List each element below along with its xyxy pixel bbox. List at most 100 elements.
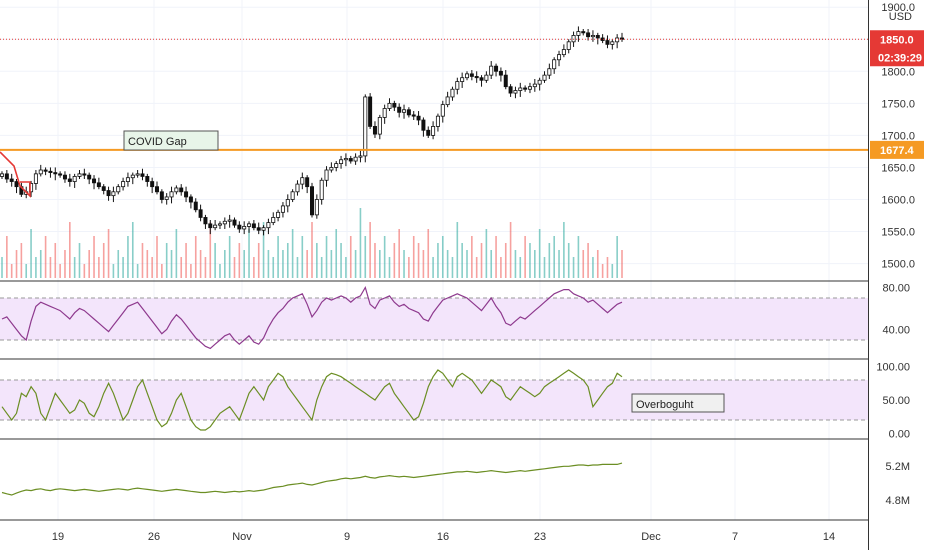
volume-bar xyxy=(437,243,439,278)
volume-bar xyxy=(534,250,536,278)
volume-bar xyxy=(383,236,386,278)
candle-body xyxy=(188,196,193,203)
candle-body xyxy=(334,163,339,168)
volume-bar xyxy=(441,236,444,278)
candle-body xyxy=(421,119,426,131)
volume-bar xyxy=(621,250,623,278)
obv-line xyxy=(1,462,623,496)
volume-bar xyxy=(480,243,483,278)
candle-body xyxy=(164,196,169,200)
candle-body xyxy=(82,173,87,176)
volume-bar xyxy=(30,229,32,278)
candle-body xyxy=(159,191,164,200)
volume-bar xyxy=(219,264,221,278)
candle-body xyxy=(106,190,111,197)
overbought-label: Overboguht xyxy=(636,399,693,411)
candle-body xyxy=(53,172,58,175)
volume-bar xyxy=(412,236,415,278)
volume-bar xyxy=(461,243,463,278)
volume-bar xyxy=(10,264,13,278)
level-price-tag[interactable]: 1677.4 xyxy=(870,140,924,159)
overbought-annotation[interactable]: Overboguht xyxy=(631,393,725,413)
candle-body xyxy=(4,173,9,180)
candle-body xyxy=(469,73,474,77)
volume-bar xyxy=(35,257,37,278)
volume-bar xyxy=(509,222,512,278)
candle-body xyxy=(542,74,547,81)
candle-body xyxy=(571,35,576,43)
volume-bar xyxy=(156,236,158,278)
candle-body xyxy=(203,217,208,225)
time-tick-label: 23 xyxy=(534,531,546,543)
candle-body xyxy=(339,159,344,164)
price-tick-label: 1600.0 xyxy=(881,194,915,206)
candle-body xyxy=(62,174,67,180)
volume-bar xyxy=(490,250,493,278)
candle-body xyxy=(67,178,72,182)
obv-tick-label: 4.8M xyxy=(886,495,910,507)
volume-bar xyxy=(596,250,599,278)
last-price-label: 1850.0 xyxy=(880,34,914,46)
volume-bar xyxy=(170,250,173,278)
volume-bar xyxy=(117,250,120,278)
candle-body xyxy=(213,224,218,229)
candle-body xyxy=(426,129,431,136)
candle-body xyxy=(464,73,469,79)
panel-separators xyxy=(0,280,868,521)
volume-bar xyxy=(587,243,589,278)
volume-bar xyxy=(296,257,299,278)
level-tag-label: 1677.4 xyxy=(880,145,915,157)
volume-bar xyxy=(616,236,618,278)
candle-body xyxy=(319,179,324,200)
candle-body xyxy=(329,167,334,171)
candle-body xyxy=(217,223,222,226)
volume-bar xyxy=(69,222,71,278)
volume-bar xyxy=(306,250,308,278)
covid-gap-annotation[interactable]: COVID Gap xyxy=(123,130,219,151)
volume-bar xyxy=(524,236,526,278)
currency-label: USD xyxy=(889,11,912,23)
candle-body xyxy=(576,31,581,36)
candle-body xyxy=(595,35,600,39)
volume-bar xyxy=(6,236,8,278)
last-price-tag[interactable]: 1850.0 02:39:29 xyxy=(870,30,924,67)
volume-bar xyxy=(291,229,294,278)
volume-bar xyxy=(374,243,376,278)
volume-bar xyxy=(611,264,614,278)
candle-body xyxy=(116,186,121,193)
candle-body xyxy=(605,40,610,45)
volume-bar xyxy=(272,257,275,278)
candle-body xyxy=(348,158,353,162)
stoch-tick-label: 0.00 xyxy=(889,428,910,440)
volume-bar xyxy=(408,257,410,278)
candle-body xyxy=(508,86,513,94)
volume-bar xyxy=(209,222,212,278)
candle-body xyxy=(232,219,237,226)
candle-body xyxy=(513,90,518,94)
candle-body xyxy=(372,126,377,135)
volume-bar xyxy=(238,243,241,278)
candle-body xyxy=(48,170,53,173)
volume-bar xyxy=(538,229,541,278)
candle-body xyxy=(474,76,479,79)
level-tag-bg xyxy=(870,140,924,159)
volume-bar xyxy=(141,243,144,278)
volume-bar xyxy=(204,257,207,278)
candle-body xyxy=(0,173,4,177)
volume-bar xyxy=(558,250,560,278)
stoch-band xyxy=(0,380,868,420)
candle-body xyxy=(402,109,407,113)
volume-bar xyxy=(393,243,396,278)
volume-bar xyxy=(369,222,371,278)
candle-body xyxy=(527,86,532,90)
candle-body xyxy=(557,54,562,61)
candle-body xyxy=(121,181,126,188)
candle-body xyxy=(498,70,503,76)
volume-bar xyxy=(577,236,580,278)
volume-bar xyxy=(253,257,255,278)
candle-body xyxy=(363,96,368,157)
volume-bar xyxy=(364,236,367,278)
volume-bar xyxy=(398,229,400,278)
